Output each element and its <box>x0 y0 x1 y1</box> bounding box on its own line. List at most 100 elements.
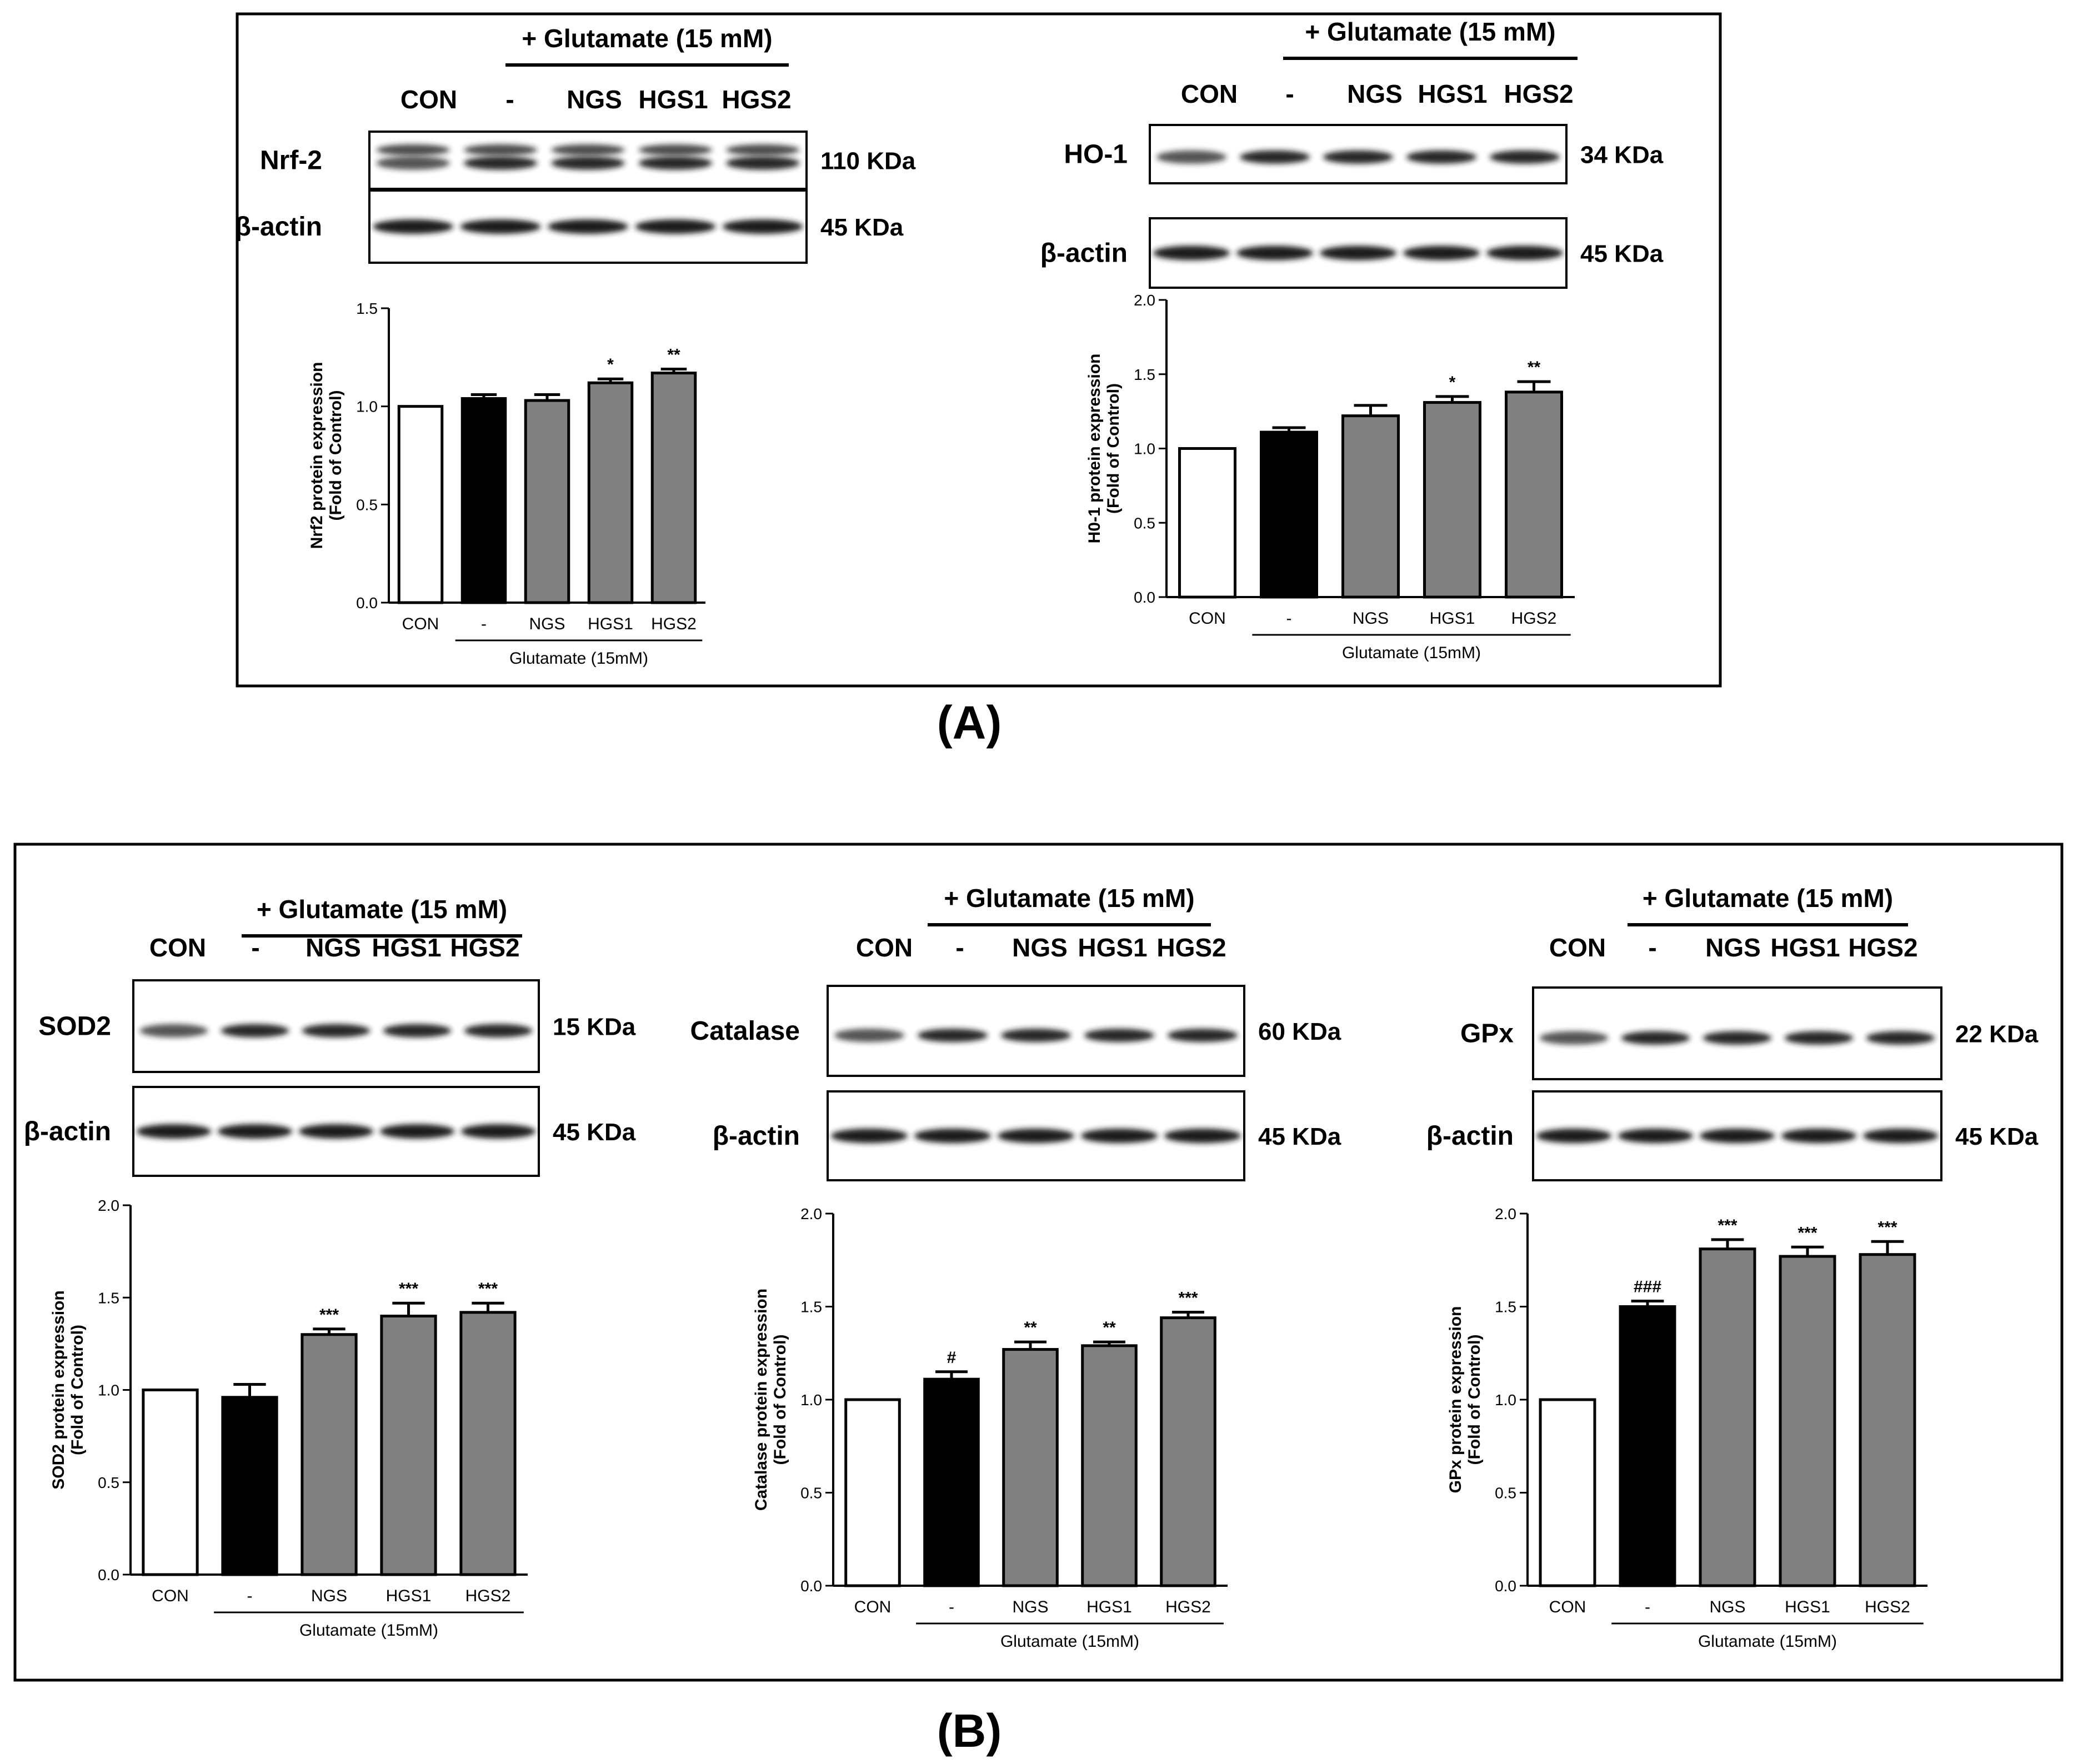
gpx-protein-band <box>1784 1031 1854 1045</box>
ho1-x-tick-label: HGS1 <box>1430 609 1475 628</box>
catalase-y-label: Catalase protein expression <box>752 1289 770 1511</box>
ho1-protein-band <box>1490 150 1560 164</box>
nrf2-y-tick-label: 0.0 <box>356 594 378 612</box>
catalase-actin-label: β-actin <box>713 1121 800 1151</box>
ho1-y-tick-label: 2.0 <box>1134 292 1155 309</box>
catalase-protein-kda: 60 KDa <box>1258 1018 1341 1045</box>
catalase-significance-label: ** <box>1103 1319 1116 1337</box>
ho1-protein-band <box>1323 150 1393 164</box>
gpx-bar-hgs2 <box>1859 1253 1916 1587</box>
ho1-actin-kda: 45 KDa <box>1580 240 1664 268</box>
ho1-x-tick-label: NGS <box>1353 609 1389 628</box>
ho1-lane-label: - <box>1285 79 1294 108</box>
gpx-lane-label: CON <box>1549 933 1606 962</box>
ho1-bar-hgs2 <box>1505 390 1563 599</box>
sod2-bar-glutamate <box>221 1396 278 1576</box>
nrf2-y-tick-label: 0.5 <box>356 496 378 513</box>
catalase-bar-hgs1 <box>1081 1344 1138 1587</box>
sod2-x-tick-label: - <box>247 1587 253 1605</box>
gpx-protein-band <box>1539 1031 1609 1045</box>
catalase-protein-band <box>918 1029 988 1043</box>
nrf2-y-tick-label: 1.0 <box>356 398 378 415</box>
catalase-x-tick-label: NGS <box>1012 1598 1048 1616</box>
nrf2-protein-band-upper <box>551 144 625 156</box>
nrf2-bar-glutamate <box>460 397 507 604</box>
catalase-lane-label: HGS1 <box>1078 933 1147 962</box>
ho1-y-tick-label: 1.5 <box>1134 366 1155 383</box>
sod2-actin-band <box>217 1124 293 1139</box>
ho1-x-tick-label: HGS2 <box>1511 609 1557 628</box>
gpx-y-label: GPx protein expression <box>1446 1306 1465 1494</box>
ho1-y-label-sub: (Fold of Control) <box>1104 383 1123 514</box>
catalase-treatment-header: + Glutamate (15 mM) <box>944 884 1194 913</box>
catalase-y-tick-label: 0.5 <box>800 1485 822 1502</box>
nrf2-actin-band <box>373 219 454 234</box>
catalase-y-tick-label: 2.0 <box>800 1205 822 1222</box>
catalase-lane-label: NGS <box>1012 933 1068 962</box>
gpx-bar-chart: 0.0 0.5 1.0 1.5 2.0 GPx protein expression (Fo… <box>1446 1205 1927 1651</box>
sod2-treatment-header: + Glutamate (15 mM) <box>257 895 507 924</box>
sod2-x-tick-label: HGS2 <box>465 1587 511 1605</box>
gpx-y-tick-label: 1.0 <box>1495 1391 1516 1409</box>
catalase-protein-band <box>834 1029 904 1043</box>
sod2-actin-band <box>460 1124 536 1139</box>
catalase-x-tick-label: CON <box>854 1598 892 1616</box>
sod2-significance-label: *** <box>319 1306 339 1324</box>
gpx-actin-band <box>1862 1129 1939 1143</box>
ho1-actin-band <box>1403 245 1480 260</box>
catalase-x-group-label: Glutamate (15mM) <box>1000 1632 1139 1651</box>
sod2-actin-band <box>298 1124 374 1139</box>
nrf2-bar-hgs1 <box>587 381 634 604</box>
catalase-x-tick-label: HGS1 <box>1086 1598 1132 1616</box>
ho1-lane-label: HGS1 <box>1418 79 1487 108</box>
nrf2-lane-label: HGS2 <box>722 85 791 114</box>
gpx-bar-con <box>1539 1398 1596 1587</box>
catalase-blot: + Glutamate (15 mM) CON - NGS HGS1 HGS2 Catala… <box>690 884 1341 1181</box>
gpx-x-tick-label: - <box>1645 1598 1650 1616</box>
catalase-x-tick-label: HGS2 <box>1165 1598 1211 1616</box>
sod2-bar-chart: 0.0 0.5 1.0 1.5 2.0 SOD2 protein expression (F… <box>49 1197 528 1640</box>
nrf2-actin-label: β-actin <box>235 212 322 242</box>
ho1-x-tick-label: - <box>1286 609 1292 628</box>
nrf2-y-tick-label: 1.5 <box>356 300 378 317</box>
catalase-actin-band <box>914 1129 991 1143</box>
gpx-x-group-label: Glutamate (15mM) <box>1698 1632 1837 1651</box>
nrf2-x-group-label: Glutamate (15mM) <box>509 649 648 668</box>
nrf2-lane-label: HGS1 <box>638 85 708 114</box>
gpx-bar-ngs <box>1699 1247 1756 1587</box>
sod2-blot: + Glutamate (15 mM) CON - NGS HGS1 HGS2 SOD2 15… <box>24 895 636 1177</box>
catalase-bar-con <box>844 1398 901 1587</box>
sod2-lane-label: NGS <box>306 933 361 962</box>
gpx-actin-band <box>1618 1129 1694 1143</box>
sod2-significance-label: *** <box>478 1280 498 1298</box>
sod2-y-tick-label: 1.5 <box>98 1289 119 1306</box>
sod2-lane-label: - <box>251 933 259 962</box>
catalase-protein-band <box>1168 1029 1238 1043</box>
gpx-significance-label: *** <box>1877 1218 1897 1236</box>
sod2-bar-hgs1 <box>380 1315 437 1576</box>
sod2-x-tick-label: CON <box>152 1587 189 1605</box>
nrf2-treatment-header: + Glutamate (15 mM) <box>522 24 772 53</box>
catalase-bar-glutamate <box>923 1377 980 1587</box>
nrf2-actin-band <box>635 219 716 234</box>
ho1-y-tick-label: 0.0 <box>1134 589 1155 606</box>
ho1-protein-kda: 34 KDa <box>1580 142 1664 169</box>
gpx-x-tick-label: CON <box>1549 1598 1586 1616</box>
sod2-lane-label: HGS1 <box>372 933 441 962</box>
sod2-significance-label: *** <box>399 1280 418 1298</box>
gpx-significance-label: ### <box>1634 1277 1661 1296</box>
ho1-significance-label: ** <box>1528 358 1541 377</box>
gpx-bar-glutamate <box>1619 1305 1676 1587</box>
sod2-y-tick-label: 0.0 <box>98 1566 119 1583</box>
ho1-actin-band <box>1320 245 1396 260</box>
gpx-y-tick-label: 0.0 <box>1495 1577 1516 1595</box>
ho1-y-label: H0-1 protein expression <box>1085 354 1104 544</box>
gpx-actin-band <box>1699 1129 1775 1143</box>
sod2-actin-band <box>379 1124 455 1139</box>
catalase-actin-band <box>831 1129 908 1143</box>
gpx-x-tick-label: NGS <box>1709 1598 1745 1616</box>
nrf2-x-tick-label: CON <box>402 615 439 633</box>
catalase-protein-label: Catalase <box>690 1016 800 1046</box>
ho1-actin-band <box>1486 245 1563 260</box>
nrf2-actin-kda: 45 KDa <box>820 214 904 241</box>
